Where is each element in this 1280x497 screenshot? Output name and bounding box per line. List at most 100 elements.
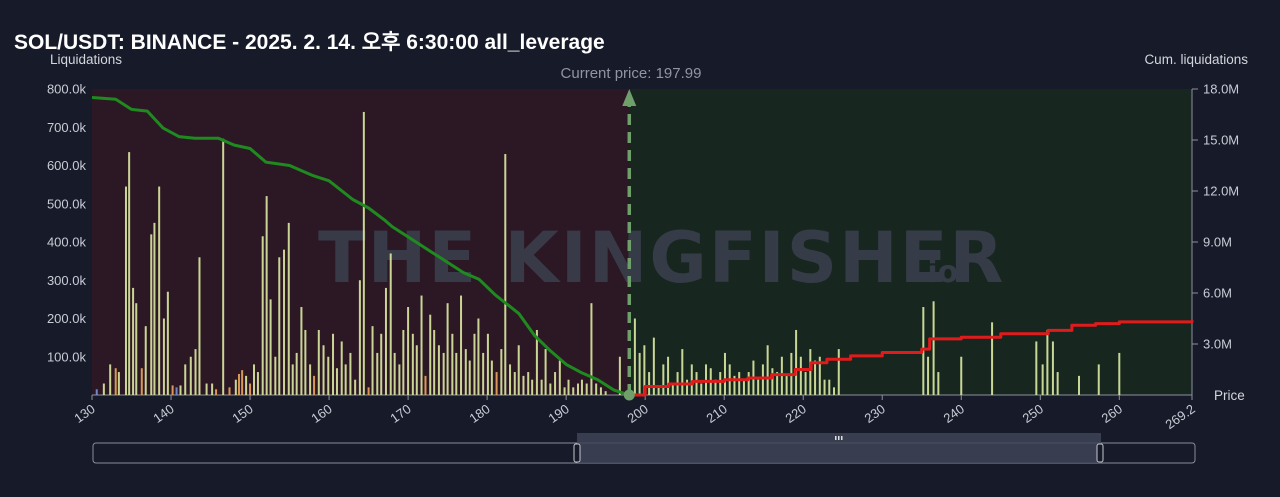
liquidation-bar <box>585 383 588 395</box>
liquidation-bar <box>771 368 774 395</box>
y-left-tick-label: 700.0k <box>47 120 87 135</box>
liquidation-bars <box>95 111 1121 395</box>
liquidation-bar <box>354 379 357 395</box>
range-slider-right-handle[interactable] <box>1096 443 1104 463</box>
y-left-axis-title: Liquidations <box>50 52 122 67</box>
liquidation-bar <box>124 186 127 395</box>
liquidation-bar <box>540 379 543 395</box>
liquidation-bar <box>150 234 153 395</box>
liquidation-bar <box>132 287 135 395</box>
liquidation-bar <box>291 364 294 395</box>
liquidation-bar <box>420 295 423 395</box>
liquidation-bar <box>648 372 651 395</box>
liquidation-bar <box>695 372 698 395</box>
liquidation-bar <box>618 356 621 395</box>
y-right-tick-label: 12.0M <box>1203 184 1239 199</box>
liquidation-bar <box>117 372 120 395</box>
y-right-tick-label: 15.0M <box>1203 133 1239 148</box>
liquidation-bar <box>590 303 593 395</box>
liquidation-bar <box>742 379 745 395</box>
liquidation-bar <box>517 345 520 395</box>
liquidation-bar <box>544 349 547 395</box>
liquidation-bar <box>184 364 187 395</box>
liquidation-bar <box>535 329 538 395</box>
watermark: THE KINGFISHER .io <box>318 217 1003 299</box>
liquidation-bar <box>398 364 401 395</box>
liquidation-bar <box>389 253 392 395</box>
liquidation-bar <box>558 360 561 395</box>
x-tick-label: 240 <box>941 401 967 426</box>
x-tick-label: 220 <box>783 401 809 426</box>
liquidation-bar <box>269 299 272 395</box>
liquidation-bar <box>237 373 240 395</box>
liquidation-bar <box>424 375 427 395</box>
liquidation-bar <box>580 379 583 395</box>
cumulative-lines <box>91 96 1194 397</box>
liquidation-bar <box>287 222 290 395</box>
liquidation-bar <box>194 349 197 395</box>
y-left-tick-label: 300.0k <box>47 273 87 288</box>
liquidation-bar <box>446 303 449 395</box>
liquidation-bar <box>171 385 174 395</box>
liquidation-bar <box>818 356 821 395</box>
y-left-tick-label: 100.0k <box>47 349 87 364</box>
chart-title: SOL/USDT: BINANCE - 2025. 2. 14. 오후 6:30… <box>14 31 605 54</box>
y-right-tick-label: 3.0M <box>1203 337 1232 352</box>
liquidation-bar <box>109 364 112 395</box>
liquidation-bar <box>991 322 994 395</box>
x-tick-label: 260 <box>1099 401 1125 426</box>
liquidation-bar <box>317 329 320 395</box>
liquidation-bar <box>828 379 831 395</box>
liquidation-bar <box>429 314 432 395</box>
range-slider[interactable] <box>92 433 1196 464</box>
liquidation-bar <box>814 360 817 395</box>
liquidation-bar <box>367 387 370 395</box>
liquidation-bar <box>757 379 760 395</box>
liquidation-bar <box>714 379 717 395</box>
liquidation-bar <box>384 287 387 395</box>
x-tick-label: 140 <box>150 401 176 426</box>
liquidation-bar <box>158 186 161 395</box>
liquidation-bar <box>304 329 307 395</box>
current-price-arrow-icon <box>622 89 637 106</box>
liquidation-bar <box>1046 329 1049 395</box>
liquidation-bar <box>265 196 268 395</box>
liquidation-bar <box>522 375 525 395</box>
liquidation-bar <box>667 356 670 395</box>
liquidation-bar <box>313 375 316 395</box>
liquidation-bar <box>477 318 480 395</box>
x-tick-label: 130 <box>71 401 97 426</box>
liquidation-bar <box>140 368 143 395</box>
liquidation-bar <box>468 360 471 395</box>
liquidation-bar <box>322 345 325 395</box>
liquidation-bar <box>705 364 708 395</box>
liquidation-bar <box>464 349 467 395</box>
liquidation-bar <box>166 291 169 395</box>
liquidation-bar <box>371 326 374 395</box>
range-slider-left-handle[interactable] <box>573 443 581 463</box>
liquidation-bar <box>837 349 840 395</box>
liquidation-bar <box>455 352 458 395</box>
liquidation-bar <box>433 329 436 395</box>
x-tick-label: 200 <box>624 401 650 426</box>
liquidation-bar <box>576 383 579 395</box>
range-slider-grip-icon[interactable] <box>835 436 843 440</box>
y-left-tick-label: 800.0k <box>47 82 87 97</box>
liquidation-bar <box>776 372 779 395</box>
short-cumulative-line <box>91 96 630 397</box>
liquidation-bar <box>733 375 736 395</box>
y-left-tick-label: 600.0k <box>47 158 87 173</box>
x-tick-label: 150 <box>229 401 255 426</box>
long-cumulative-line <box>629 320 1194 397</box>
liquidation-bar <box>415 345 418 395</box>
liquidation-bar <box>300 307 303 395</box>
liquidation-bar <box>761 364 764 395</box>
liquidation-bar <box>922 307 925 395</box>
liquidation-bar <box>327 356 330 395</box>
x-tick-label: 230 <box>862 401 888 426</box>
liquidation-bar <box>335 368 338 395</box>
liquidation-bar <box>662 364 665 395</box>
y-right-tick-label: 6.0M <box>1203 286 1232 301</box>
current-price-marker <box>622 89 637 401</box>
liquidation-bar <box>809 349 812 395</box>
